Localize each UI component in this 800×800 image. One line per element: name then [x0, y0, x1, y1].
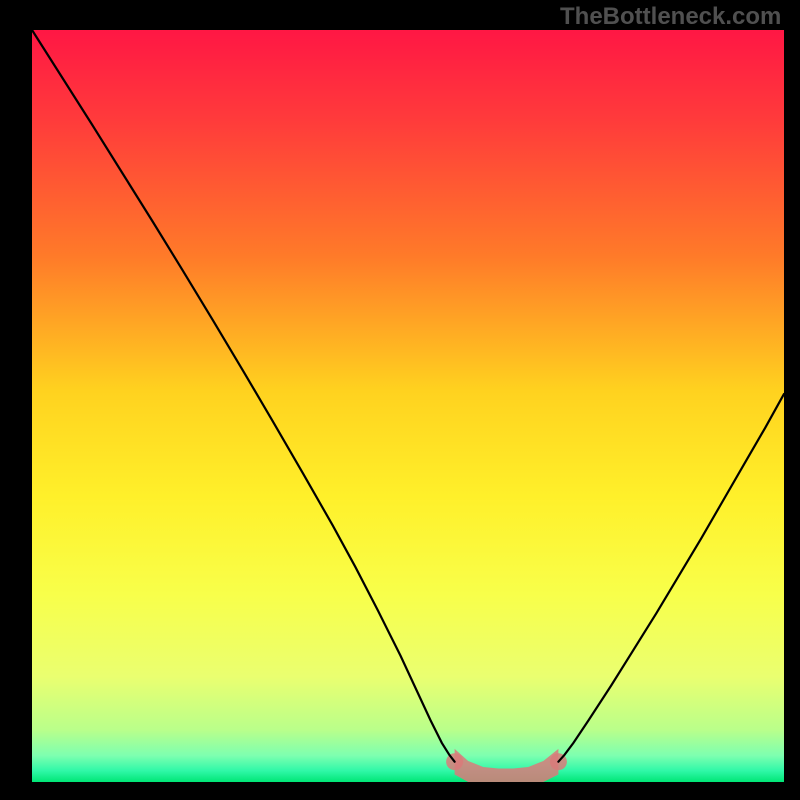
bottleneck-chart: TheBottleneck.com — [0, 0, 800, 800]
watermark-text: TheBottleneck.com — [560, 3, 781, 31]
plot-area — [32, 30, 784, 782]
